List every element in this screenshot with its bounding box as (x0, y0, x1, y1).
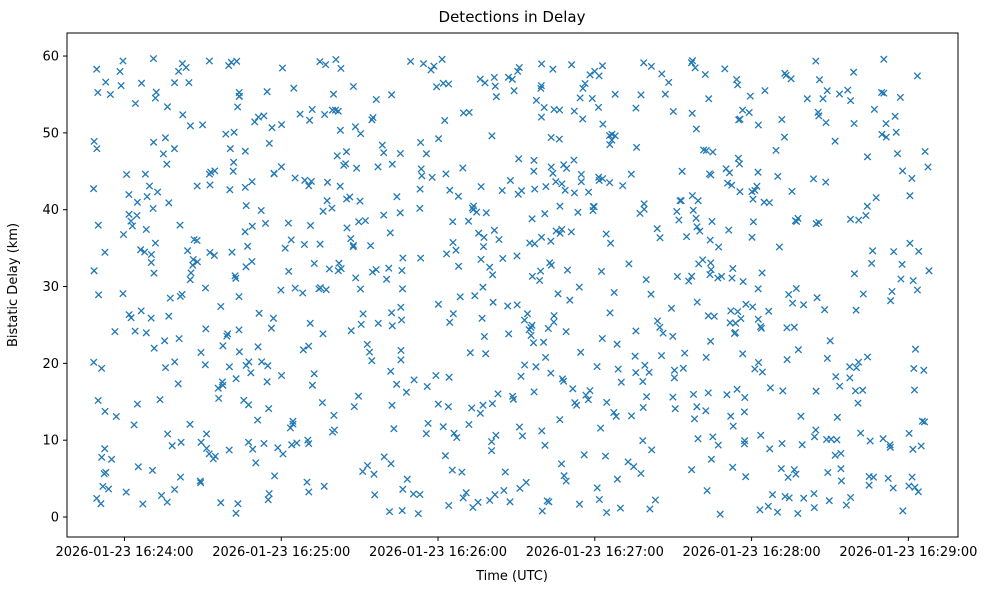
y-axis-ticks: 0 10 20 30 40 50 60 (42, 50, 67, 526)
y-tick-label: 60 (42, 50, 59, 65)
x-tick-label: 2026-01-23 16:24:00 (55, 545, 193, 560)
x-tick-label: 2026-01-23 16:26:00 (369, 545, 507, 560)
plot-area (67, 33, 958, 537)
y-tick-label: 0 (51, 511, 59, 526)
x-tick-label: 2026-01-23 16:25:00 (212, 545, 350, 560)
y-axis-label: Bistatic Delay (km) (6, 223, 21, 347)
scatter-points (89, 54, 933, 518)
x-axis-ticks: 2026-01-23 16:24:00 2026-01-23 16:25:00 20… (55, 537, 977, 560)
y-tick-label: 20 (42, 357, 59, 372)
x-tick-label: 2026-01-23 16:29:00 (839, 545, 977, 560)
y-tick-label: 10 (42, 434, 59, 449)
y-tick-label: 50 (42, 126, 59, 141)
axes-spines (66, 32, 959, 538)
y-tick-label: 40 (42, 203, 59, 218)
x-axis-label: Time (UTC) (475, 569, 548, 584)
x-tick-label: 2026-01-23 16:27:00 (526, 545, 664, 560)
x-tick-label: 2026-01-23 16:28:00 (683, 545, 821, 560)
chart-title: Detections in Delay (439, 8, 586, 26)
y-tick-label: 30 (42, 280, 59, 295)
